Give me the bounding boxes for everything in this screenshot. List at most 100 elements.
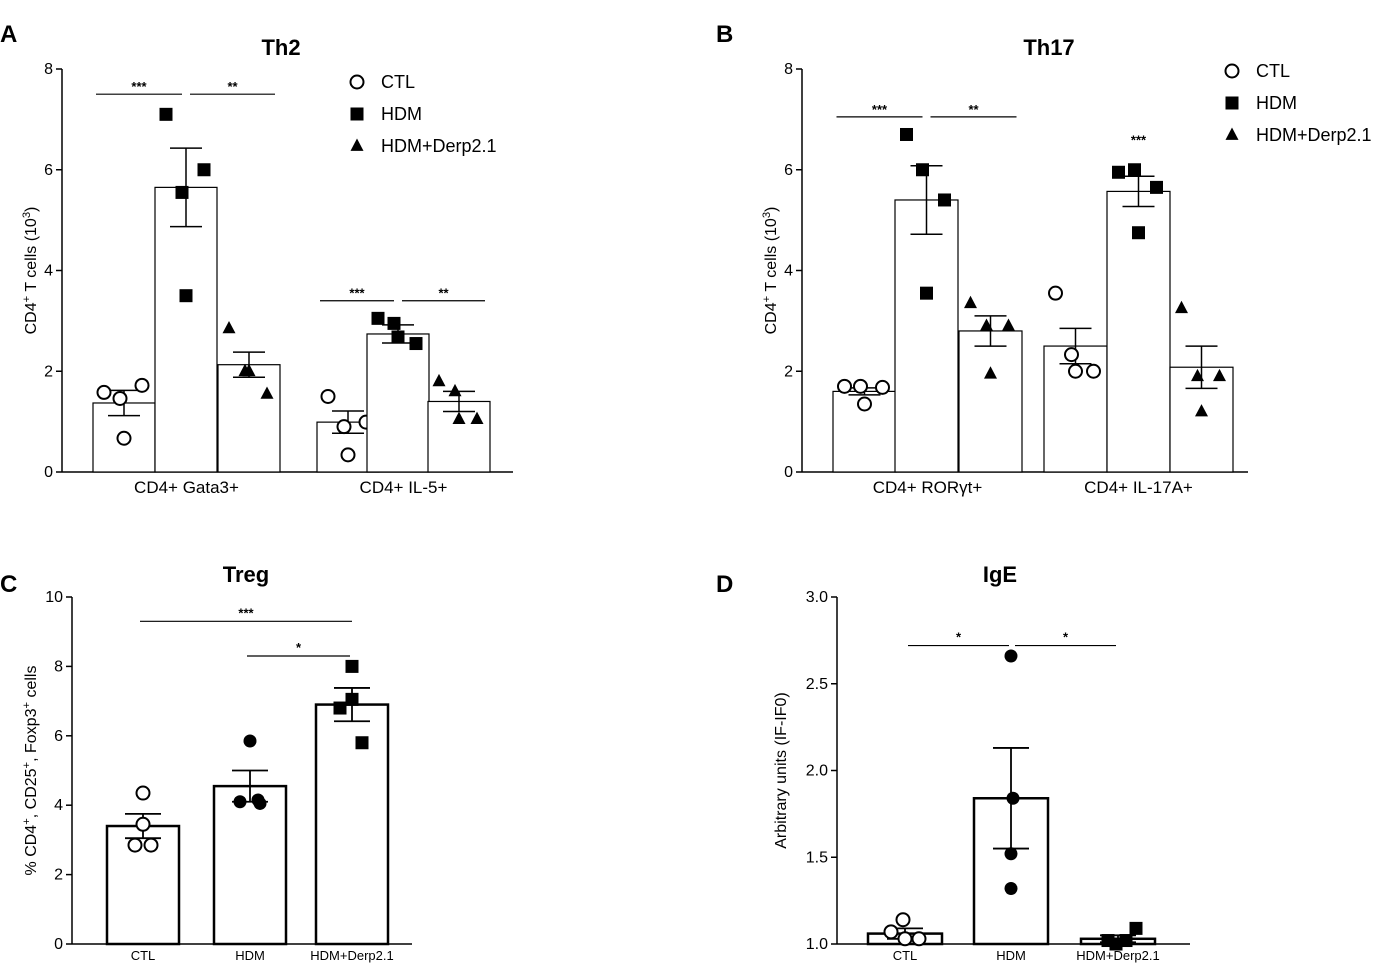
data-point: [243, 734, 257, 748]
data-point: [938, 193, 951, 207]
legend-marker: [1225, 96, 1239, 110]
data-point: [897, 931, 913, 947]
data-point: [900, 127, 913, 141]
bar: [154, 186, 218, 473]
data-point: [853, 378, 868, 394]
data-point: [1129, 921, 1143, 935]
y-tick-label: 8: [54, 658, 63, 675]
bar: [894, 199, 959, 473]
panel-letter: C: [0, 571, 17, 598]
y-tick-label: 6: [784, 162, 793, 179]
bar: [212, 784, 288, 946]
significance-label: **: [438, 286, 449, 301]
panel-c: C Treg 0 2 4 6 8 10 % CD4+, CD25+, Foxp3+ cells C…: [0, 562, 412, 963]
y-tick-label: 8: [44, 61, 53, 78]
panel-b: B Th17 0 2 4 6 8 CD4+ T cells (103) CD4+ RORγt+ C…: [716, 21, 1372, 497]
y-axis-label: CD4+ T cells (103): [21, 207, 40, 335]
y-tick-label: 10: [45, 589, 63, 606]
significance-label: ***: [238, 605, 254, 620]
data-point: [1006, 791, 1020, 805]
significance-label: *: [956, 630, 962, 645]
data-point: [345, 692, 359, 706]
data-point: [1004, 847, 1018, 861]
y-axis-label: CD4+ T cells (103): [761, 207, 780, 335]
significance-label: ***: [872, 102, 888, 117]
significance-label: ***: [349, 286, 365, 301]
data-point: [143, 837, 159, 853]
y-tick-label: 2.0: [806, 763, 828, 780]
category-label: CTL: [131, 948, 156, 963]
bar: [366, 333, 430, 473]
data-point: [222, 320, 236, 334]
significance-label: **: [227, 79, 238, 94]
chart-title: Th17: [1023, 35, 1074, 60]
data-point: [984, 366, 997, 379]
data-point: [345, 659, 359, 673]
bar: [105, 824, 181, 946]
data-point: [340, 447, 356, 463]
category-label: CD4+ IL-5+: [360, 478, 448, 497]
data-point: [875, 379, 890, 395]
data-point: [179, 289, 193, 303]
y-tick-label: 3.0: [806, 589, 828, 606]
legend-label: HDM+Derp2.1: [1256, 125, 1372, 145]
legend-marker: [349, 74, 365, 90]
y-axis-label: % CD4+, CD25+, Foxp3+ cells: [21, 666, 40, 876]
data-point: [116, 430, 132, 446]
data-point: [1191, 368, 1204, 382]
chart-title: Th2: [261, 35, 300, 60]
significance-label: *: [1063, 630, 1069, 645]
y-tick-label: 0: [784, 464, 793, 481]
category-label: CTL: [893, 948, 918, 963]
data-point: [371, 311, 385, 325]
data-point: [448, 383, 462, 397]
data-point: [127, 837, 143, 853]
legend-marker: [350, 138, 364, 151]
data-point: [197, 163, 211, 177]
data-point: [964, 295, 977, 309]
legend-label: HDM: [1256, 93, 1297, 113]
data-point: [920, 286, 933, 300]
data-point: [333, 701, 347, 715]
data-point: [1048, 285, 1063, 301]
category-label: CD4+ RORγt+: [873, 478, 983, 497]
significance-label: **: [968, 102, 979, 117]
y-tick-label: 2: [44, 363, 53, 380]
category-label: HDM: [235, 948, 265, 963]
significance-label: ***: [131, 79, 147, 94]
data-point: [175, 185, 189, 199]
category-label: HDM+Derp2.1: [1076, 948, 1159, 963]
data-point: [1128, 163, 1141, 177]
data-point: [1132, 226, 1145, 240]
y-tick-label: 4: [784, 263, 793, 280]
data-point: [1112, 165, 1125, 179]
data-point: [159, 107, 173, 121]
legend-marker: [1224, 63, 1240, 79]
legend-label: CTL: [381, 72, 415, 92]
data-point: [391, 330, 405, 344]
significance-label: *: [296, 640, 302, 655]
y-tick-label: 8: [784, 61, 793, 78]
legend-label: HDM: [381, 104, 422, 124]
y-tick-label: 2: [784, 363, 793, 380]
data-point: [452, 411, 466, 424]
data-point: [320, 388, 336, 404]
data-point: [980, 318, 993, 331]
data-point: [1150, 180, 1163, 194]
data-point: [253, 796, 267, 810]
data-point: [1002, 318, 1015, 331]
data-point: [837, 378, 852, 394]
data-point: [1109, 937, 1123, 951]
data-point: [1175, 300, 1188, 314]
category-label: HDM: [996, 948, 1026, 963]
panel-d: D IgE 1.0 1.5 2.0 2.5 3.0 Arbitrary units (IF-I…: [716, 562, 1190, 963]
data-point: [470, 411, 484, 424]
data-point: [1119, 934, 1133, 948]
data-point: [135, 816, 151, 832]
legend-marker: [1225, 127, 1239, 140]
y-tick-label: 1.5: [806, 849, 828, 866]
data-point: [916, 163, 929, 177]
panel-a: A Th2 0 2 4 6 8 CD4+ T cells (103) CD4+ Gata3+ CD…: [0, 21, 513, 497]
significance-label: ***: [1131, 133, 1147, 148]
